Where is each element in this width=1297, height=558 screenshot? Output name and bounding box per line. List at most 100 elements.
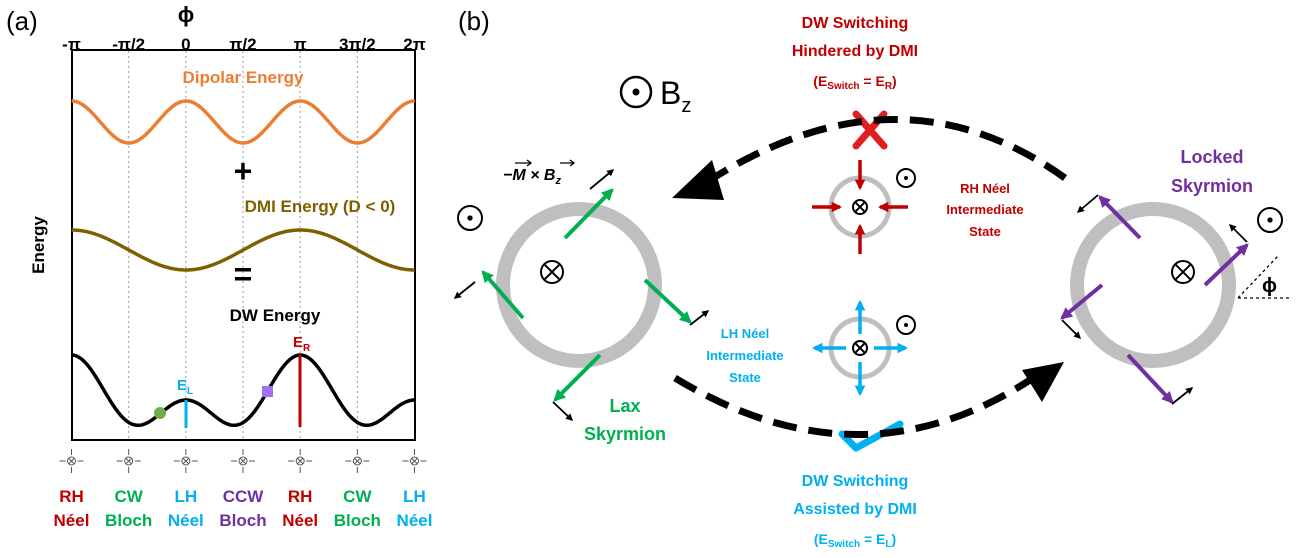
field-sub: z bbox=[681, 95, 691, 117]
e-sub: R bbox=[303, 343, 311, 354]
text-line: Intermediate bbox=[706, 348, 783, 363]
out-of-plane-dot bbox=[467, 215, 472, 220]
state-label: RH bbox=[59, 487, 84, 506]
equation: (ESwitch = EL) bbox=[814, 531, 896, 550]
panel-label: (a) bbox=[6, 6, 38, 36]
lax-text: Lax Skyrmion bbox=[584, 396, 666, 444]
state-label: Néel bbox=[54, 511, 90, 530]
state-label: Néel bbox=[397, 511, 433, 530]
transition-arrow bbox=[675, 378, 1030, 435]
formula-part: − bbox=[503, 167, 512, 184]
assisted-text: DW Switching Assisted by DMI (ESwitch = … bbox=[793, 473, 917, 550]
text-line: LH Néel bbox=[721, 326, 769, 341]
state-label: Néel bbox=[282, 511, 318, 530]
into-plane-symbol bbox=[1175, 264, 1190, 279]
state-icon bbox=[403, 449, 427, 473]
eq-sub: Switch bbox=[828, 539, 860, 550]
formula-part: M bbox=[512, 167, 526, 184]
state-labels: RHNéelCWBlochLHNéelCCWBlochRHNéelCWBloch… bbox=[54, 449, 433, 530]
state-icon bbox=[117, 449, 141, 473]
state-icon bbox=[174, 449, 198, 473]
equation: (ESwitch = ER) bbox=[813, 73, 896, 92]
text-line: Intermediate bbox=[946, 202, 1023, 217]
e-l-label: EL bbox=[177, 377, 193, 397]
dw-label: DW Energy bbox=[230, 306, 321, 325]
spin-arrow bbox=[1230, 225, 1247, 242]
rings bbox=[455, 160, 1282, 420]
page: body { margin: 0; background: #fff; font… bbox=[0, 0, 1297, 558]
formula-sub: z bbox=[554, 175, 561, 187]
state-icon bbox=[60, 449, 84, 473]
e-r-label: ER bbox=[293, 334, 311, 354]
text-line: State bbox=[969, 224, 1001, 239]
tick-labels: -π-π/20π/2π3π/22π bbox=[62, 35, 426, 439]
energy-curve bbox=[72, 355, 415, 425]
spin-arrow bbox=[1062, 320, 1080, 338]
text-line: State bbox=[729, 370, 761, 385]
axis-title: ϕ bbox=[178, 2, 195, 27]
text-line: Skyrmion bbox=[584, 424, 666, 444]
rh-state-text: RH Néel Intermediate State bbox=[946, 181, 1023, 239]
e-main: E bbox=[293, 334, 303, 351]
state-label: Bloch bbox=[219, 511, 266, 530]
hindered-text: DW Switching Hindered by DMI (ESwitch = … bbox=[792, 15, 918, 92]
state-label: LH bbox=[175, 487, 198, 506]
spin-arrow bbox=[455, 282, 475, 298]
state-icon bbox=[345, 449, 369, 473]
into-plane-symbol bbox=[855, 202, 865, 212]
e-main: E bbox=[177, 377, 187, 394]
state-icon bbox=[231, 449, 255, 473]
eq-part: ) bbox=[892, 73, 897, 89]
state-dot bbox=[154, 407, 166, 419]
state-label: CW bbox=[115, 487, 144, 506]
state-label: CW bbox=[343, 487, 372, 506]
state-label: Bloch bbox=[334, 511, 381, 530]
state-label: Néel bbox=[168, 511, 204, 530]
y-axis-label: Energy bbox=[29, 216, 48, 274]
formula-part: × bbox=[526, 167, 544, 184]
figure: (a) ϕ -π-π/20π/2π3π/22π Energy Dipolar E… bbox=[0, 0, 1297, 558]
formula: −M × Bz bbox=[503, 167, 561, 187]
out-of-plane-dot bbox=[904, 323, 908, 327]
into-plane-symbol bbox=[544, 264, 559, 279]
spin-arrow bbox=[1078, 195, 1098, 212]
lh-state-text: LH Néel Intermediate State bbox=[706, 326, 783, 385]
eq-part: (E bbox=[814, 531, 828, 547]
transition-arrow bbox=[710, 119, 1065, 180]
eq-part: ) bbox=[891, 531, 896, 547]
text-line: Lax bbox=[609, 396, 640, 416]
state-label: RH bbox=[288, 487, 313, 506]
field-label: Bz bbox=[660, 75, 691, 117]
eq-part: = E bbox=[860, 73, 885, 89]
spin-arrow bbox=[690, 311, 708, 325]
skyrmion-ring bbox=[503, 209, 655, 361]
body: { "panel_a": { "label": "(a)", "axis_tit… bbox=[0, 0, 1297, 558]
text-line: Skyrmion bbox=[1171, 176, 1253, 196]
spin-arrow bbox=[1172, 388, 1192, 404]
eq-part: (E bbox=[813, 73, 827, 89]
text-line: Assisted by DMI bbox=[793, 501, 917, 518]
out-of-plane-dot bbox=[633, 89, 640, 96]
state-icon bbox=[288, 449, 312, 473]
text-line: DW Switching bbox=[802, 473, 909, 490]
field-main: B bbox=[660, 75, 681, 111]
eq-part: = E bbox=[860, 531, 885, 547]
text-line: DW Switching bbox=[802, 15, 909, 32]
state-label: CCW bbox=[223, 487, 265, 506]
formula-part: B bbox=[544, 167, 556, 184]
locked-text: Locked Skyrmion bbox=[1171, 147, 1253, 196]
text-line: Hindered by DMI bbox=[792, 43, 918, 60]
state-square bbox=[262, 386, 273, 397]
dmi-label: DMI Energy (D < 0) bbox=[245, 197, 396, 216]
dipolar-label: Dipolar Energy bbox=[183, 68, 304, 87]
plus-sign: + bbox=[234, 153, 253, 189]
e-sub: L bbox=[187, 386, 193, 397]
out-of-plane-dot bbox=[1267, 217, 1272, 222]
eq-sub: Switch bbox=[827, 81, 859, 92]
text-line: RH Néel bbox=[960, 181, 1010, 196]
spin-arrow bbox=[590, 170, 613, 189]
panel-label: (b) bbox=[458, 6, 490, 36]
state-label: LH bbox=[403, 487, 426, 506]
angle-label: ϕ bbox=[1262, 275, 1277, 297]
text-line: Locked bbox=[1180, 147, 1243, 167]
